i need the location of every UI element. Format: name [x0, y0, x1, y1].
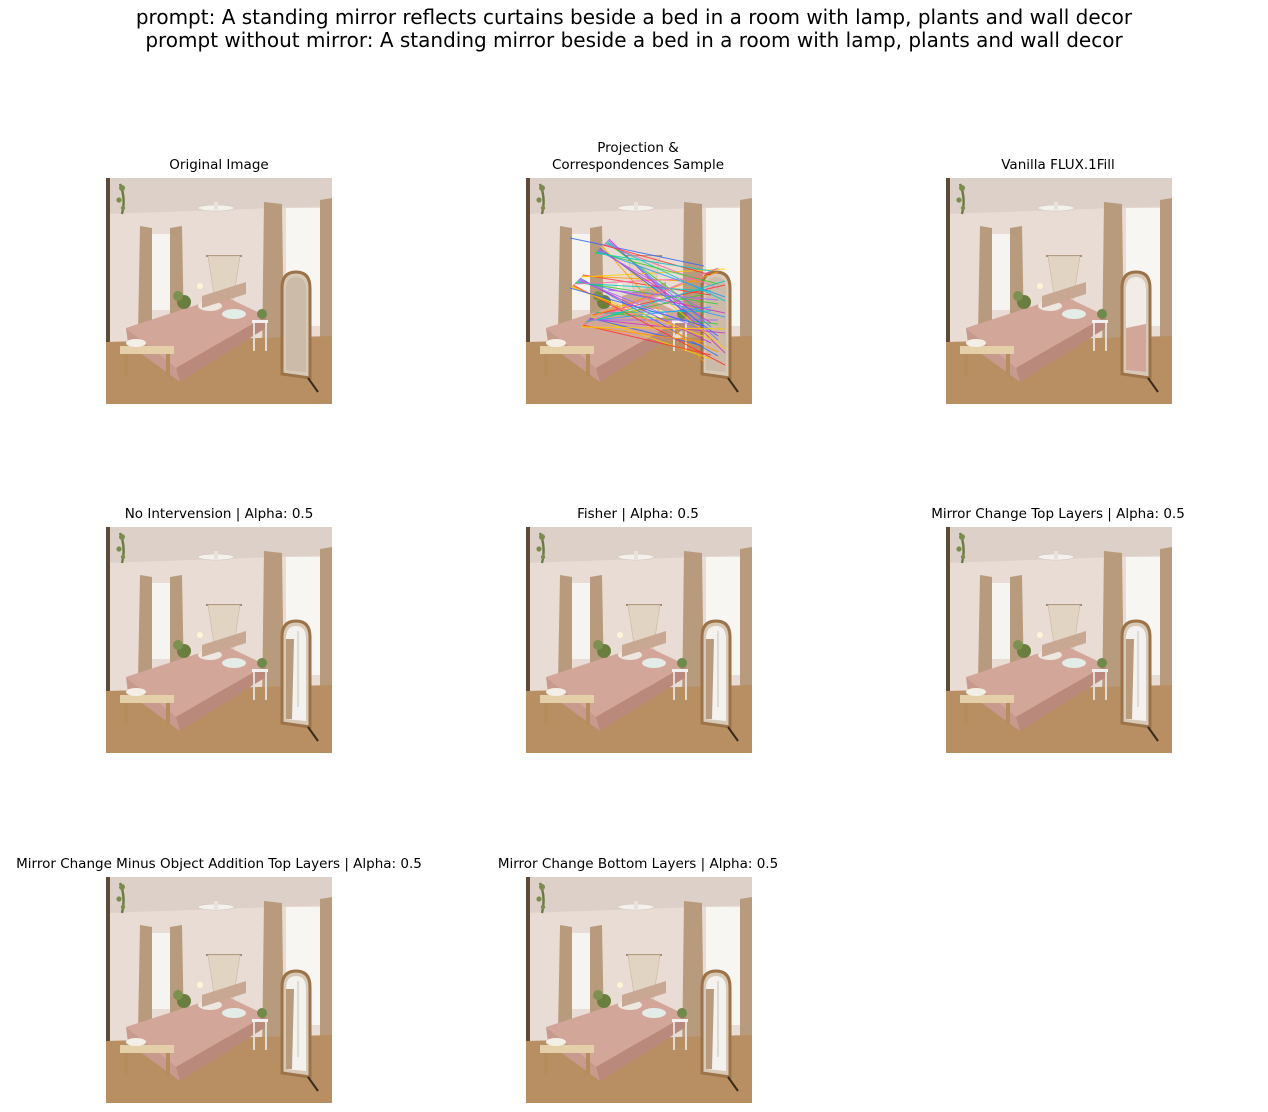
panel-image-original	[106, 178, 332, 404]
figure-suptitle: prompt: A standing mirror reflects curta…	[0, 6, 1268, 52]
suptitle-line-1: prompt: A standing mirror reflects curta…	[135, 5, 1133, 29]
panel-title-mirror-change-top: Mirror Change Top Layers | Alpha: 0.5	[931, 506, 1185, 522]
panel-title-fisher: Fisher | Alpha: 0.5	[577, 506, 699, 522]
panel-image-no-intervension	[106, 527, 332, 753]
panel-title-projection-line-2: Correspondences Sample	[551, 157, 725, 173]
suptitle-line-2: prompt without mirror: A standing mirror…	[145, 28, 1123, 52]
panel-image-fisher	[526, 527, 752, 753]
panel-title-projection-line-1: Projection &	[597, 140, 679, 156]
panel-image-mirror-change-top	[946, 527, 1172, 753]
panel-title-vanilla: Vanilla FLUX.1Fill	[1001, 157, 1115, 173]
panel-image-projection	[526, 178, 752, 404]
panel-image-minus-object-addition	[106, 877, 332, 1103]
panel-image-mirror-change-bottom	[526, 877, 752, 1103]
panel-title-projection: Projection & Correspondences Sample	[552, 140, 724, 174]
panel-title-original: Original Image	[169, 157, 269, 173]
panel-title-mirror-change-bottom: Mirror Change Bottom Layers | Alpha: 0.5	[497, 856, 779, 872]
panel-title-minus-object-addition: Mirror Change Minus Object Addition Top …	[16, 856, 422, 872]
panel-title-no-intervension: No Intervension | Alpha: 0.5	[124, 506, 314, 522]
panel-image-vanilla	[946, 178, 1172, 404]
